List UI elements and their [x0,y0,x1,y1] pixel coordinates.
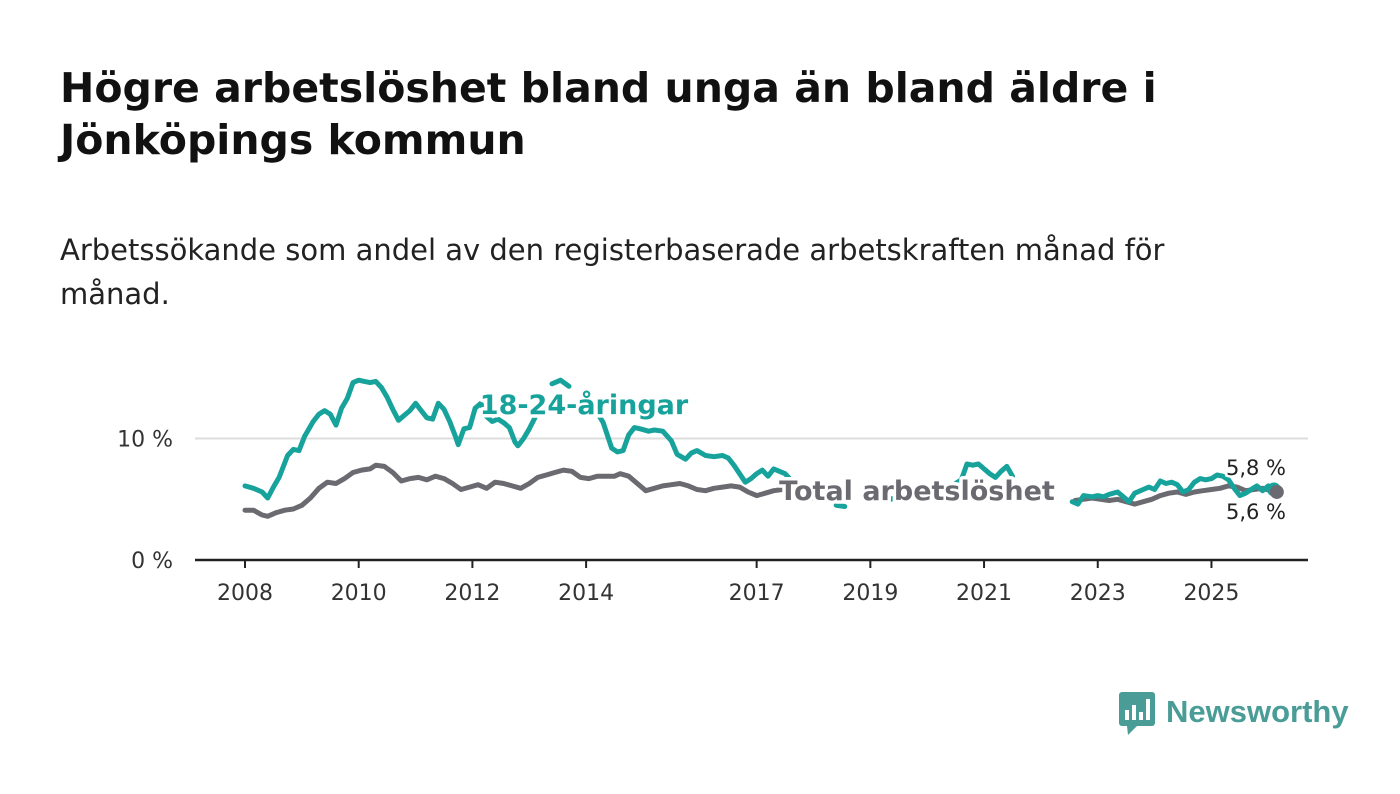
axis-layer: 0 % 10 % 2008 2010 2012 2014 2017 2019 2021 2023 2… [117,428,1308,606]
series-layer [242,377,1284,519]
x-tick-label: 2023 [1070,581,1126,606]
series-line-youth [953,461,1015,486]
x-tick-label: 2008 [217,581,273,606]
series-label-total: Total arbetslöshet [779,476,1055,507]
end-dot-total [1269,484,1284,499]
series-line-youth [1069,472,1277,507]
x-tick-label: 2019 [842,581,898,606]
bar-chart-speech-bubble-icon [1119,692,1155,735]
series-line-youth [833,502,848,509]
brand-logo[interactable]: Newsworthy [1118,688,1349,736]
series-line-youth [242,377,538,501]
brand-name: Newsworthy [1166,694,1349,729]
line-chart: 0 % 10 % 2008 2010 2012 2014 2017 2019 2021 2023 2… [117,377,1308,606]
series-label-youth: 18-24-åringar [480,389,689,421]
x-tick-label: 2021 [956,581,1012,606]
series-line-total [242,462,816,519]
end-label-total: 5,6 % [1226,500,1286,524]
series-line-youth [595,410,802,491]
label-layer: 18-24-åringar Total arbetslöshet 5,8 % 5,6 … [476,386,1288,527]
x-tick-label: 2017 [729,581,785,606]
chart-subtitle: Arbetssökande som andel av den registerb… [60,233,1165,311]
series-line-youth [549,377,572,389]
y-tick-label: 0 % [131,549,173,574]
y-tick-label: 10 % [117,428,173,453]
series-line-youth [887,494,902,502]
x-tick-label: 2010 [331,581,387,606]
x-tick-label: 2014 [558,581,614,606]
chart-title: Högre arbetslöshet bland unga än bland ä… [60,64,1157,164]
x-tick-label: 2012 [444,581,500,606]
end-label-youth: 5,8 % [1226,456,1286,480]
x-tick-label: 2025 [1183,581,1239,606]
